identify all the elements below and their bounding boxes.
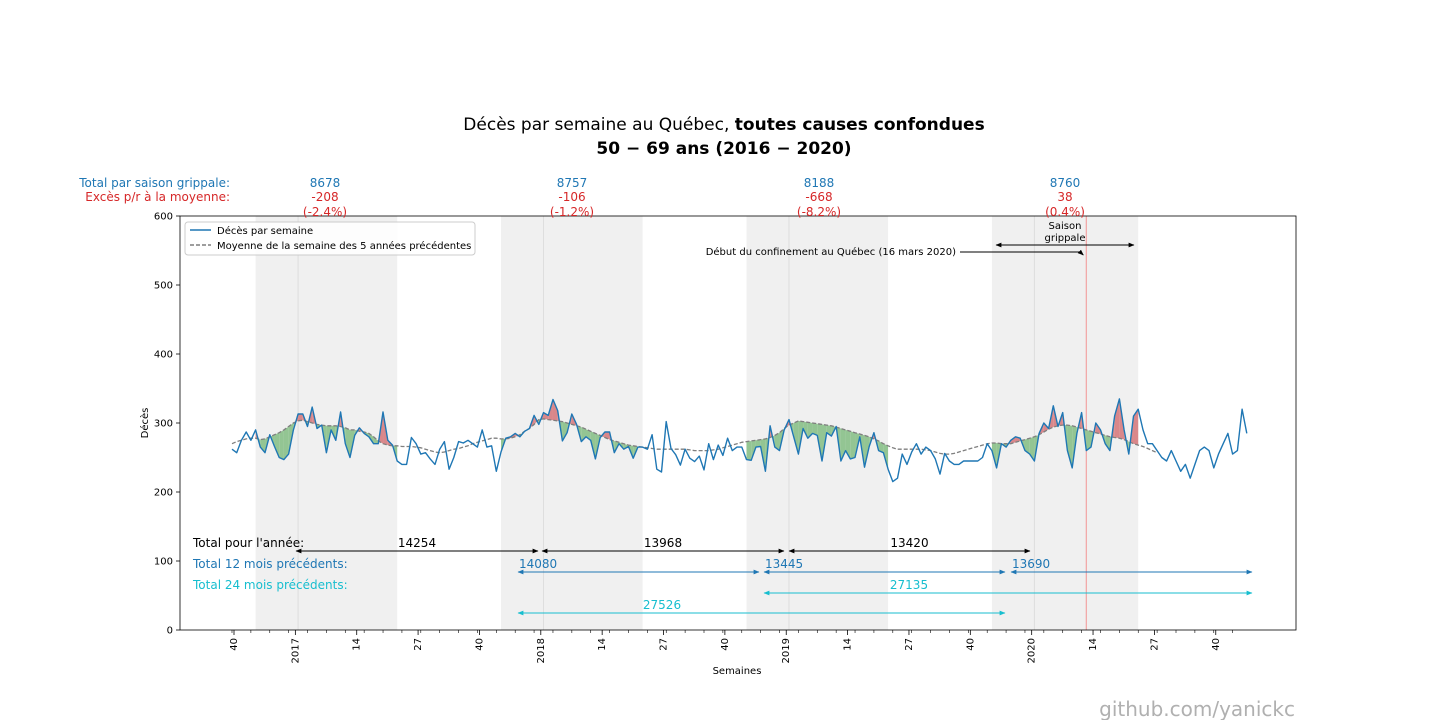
deficit-area bbox=[803, 421, 808, 439]
deficit-area bbox=[274, 432, 280, 458]
series-lines bbox=[231, 398, 1248, 483]
x-tick-label: 2019 bbox=[781, 638, 792, 663]
y-tick-label: 600 bbox=[154, 212, 173, 223]
x-tick-label: 2018 bbox=[536, 638, 547, 663]
deficit-area bbox=[812, 423, 818, 436]
x-tick-label: 2017 bbox=[290, 638, 301, 663]
excess-area bbox=[552, 399, 558, 421]
flu-season-band bbox=[746, 216, 889, 630]
m24-total-value: 27135 bbox=[890, 578, 928, 592]
chart-subtitle: 50 − 69 ans (2016 − 2020) bbox=[596, 139, 851, 159]
deficit-area bbox=[345, 427, 350, 458]
deficit-area bbox=[774, 432, 780, 451]
m24-total-value: 27526 bbox=[643, 598, 681, 612]
x-tick-label: 40 bbox=[720, 638, 731, 651]
flu-season-excess-pct: (-2.4%) bbox=[303, 205, 347, 219]
y-tick-label: 300 bbox=[154, 419, 173, 430]
watermark: github.com/yanickc bbox=[1099, 697, 1295, 720]
deficit-area bbox=[581, 427, 586, 442]
x-tick-label: 40 bbox=[965, 638, 976, 651]
x-tick-label: 27 bbox=[413, 638, 424, 651]
year-total-label: Total pour l'année: bbox=[192, 536, 304, 550]
x-tick-label: 14 bbox=[352, 638, 363, 651]
year-total-value: 13968 bbox=[644, 536, 682, 550]
deficit-area bbox=[1024, 438, 1030, 455]
y-axis-label: Décès bbox=[139, 408, 151, 439]
y-tick-label: 0 bbox=[167, 626, 173, 637]
axes: 0 100 200 300 400 500 600 40 2017 14 27 40 2018 14 27 4… bbox=[154, 212, 1297, 663]
excess-area bbox=[298, 414, 303, 421]
deaths-series-line bbox=[231, 398, 1248, 483]
m12-total-value: 13690 bbox=[1012, 557, 1050, 571]
m12-total-value: 14080 bbox=[519, 557, 557, 571]
x-tick-label: 2020 bbox=[1027, 638, 1038, 663]
summary-arrows: 14254 13968 13420 14080 13445 13690 27526 27135 bbox=[295, 242, 1253, 616]
deficit-area bbox=[1105, 435, 1110, 451]
lockdown-pointer-arrow bbox=[960, 249, 1084, 256]
y-tick-label: 100 bbox=[154, 557, 173, 568]
average-series-line bbox=[231, 418, 1158, 455]
deficit-area bbox=[878, 440, 884, 453]
deficit-area bbox=[793, 420, 799, 455]
flu-season-excess-pct: (0.4%) bbox=[1045, 205, 1085, 219]
flu-season-excess: -106 bbox=[558, 190, 585, 204]
m24-total-label: Total 24 mois précédents: bbox=[192, 578, 348, 592]
deficit-area bbox=[283, 426, 289, 460]
year-total-value: 14254 bbox=[398, 536, 436, 550]
x-tick-label: 27 bbox=[659, 638, 670, 651]
deficit-area bbox=[562, 421, 568, 441]
flu-season-total: 8760 bbox=[1050, 176, 1081, 190]
flu-season-excess: -208 bbox=[311, 190, 338, 204]
excess-area bbox=[543, 412, 549, 420]
flu-excess-row-label: Excès p/r à la moyenne: bbox=[85, 190, 230, 204]
x-tick-label: 40 bbox=[474, 638, 485, 651]
deficit-area bbox=[850, 431, 856, 459]
flu-season-total: 8757 bbox=[557, 176, 588, 190]
y-tick-label: 400 bbox=[154, 350, 173, 361]
flu-season-annotation-line2: grippale bbox=[1045, 233, 1086, 244]
deficit-area bbox=[1086, 429, 1092, 451]
x-tick-label: 27 bbox=[1149, 638, 1160, 651]
excess-area bbox=[1114, 398, 1120, 439]
deficit-area bbox=[260, 438, 266, 453]
x-tick-label: 27 bbox=[904, 638, 915, 651]
legend-entry-deaths: Décès par semaine bbox=[217, 225, 313, 237]
deficit-area bbox=[746, 440, 752, 461]
x-tick-label: 40 bbox=[1211, 638, 1222, 651]
excess-area bbox=[1133, 409, 1139, 446]
flu-season-labels: 8678-208(-2.4%) 8757-106(-1.2%) 8188-668(-… bbox=[303, 176, 1085, 219]
deficit-area bbox=[755, 439, 761, 448]
flu-season-total: 8188 bbox=[804, 176, 835, 190]
lockdown-annotation: Début du confinement au Québec (16 mars … bbox=[706, 246, 956, 258]
flu-season-excess-pct: (-1.2%) bbox=[550, 205, 594, 219]
x-tick-label: 14 bbox=[843, 638, 854, 651]
deficit-area bbox=[1067, 425, 1073, 468]
legend-entry-average: Moyenne de la semaine des 5 années précé… bbox=[217, 240, 471, 252]
flu-season-excess-pct: (-8.2%) bbox=[797, 205, 841, 219]
x-axis-label: Semaines bbox=[713, 666, 762, 677]
flu-season-bands bbox=[255, 216, 1139, 630]
m12-total-value: 13445 bbox=[765, 557, 803, 571]
deficit-area bbox=[279, 429, 284, 460]
flu-season-excess: 38 bbox=[1057, 190, 1072, 204]
year-total-value: 13420 bbox=[890, 536, 928, 550]
y-tick-label: 500 bbox=[154, 281, 173, 292]
y-tick-label: 200 bbox=[154, 488, 173, 499]
chart-title: Décès par semaine au Québec, toutes caus… bbox=[463, 115, 984, 135]
legend: Décès par semaine Moyenne de la semaine … bbox=[184, 221, 476, 256]
flu-season-total: 8678 bbox=[310, 176, 341, 190]
flu-season-annotation-line1: Saison bbox=[1049, 221, 1082, 232]
flu-season-band bbox=[255, 216, 398, 630]
legend-box bbox=[184, 221, 476, 256]
x-tick-label: 14 bbox=[1088, 638, 1099, 651]
flu-total-row-label: Total par saison grippale: bbox=[78, 176, 230, 190]
x-tick-label: 40 bbox=[229, 638, 240, 651]
x-tick-label: 14 bbox=[597, 638, 608, 651]
flu-season-excess: -668 bbox=[805, 190, 832, 204]
m12-total-label: Total 12 mois précédents: bbox=[192, 557, 348, 571]
